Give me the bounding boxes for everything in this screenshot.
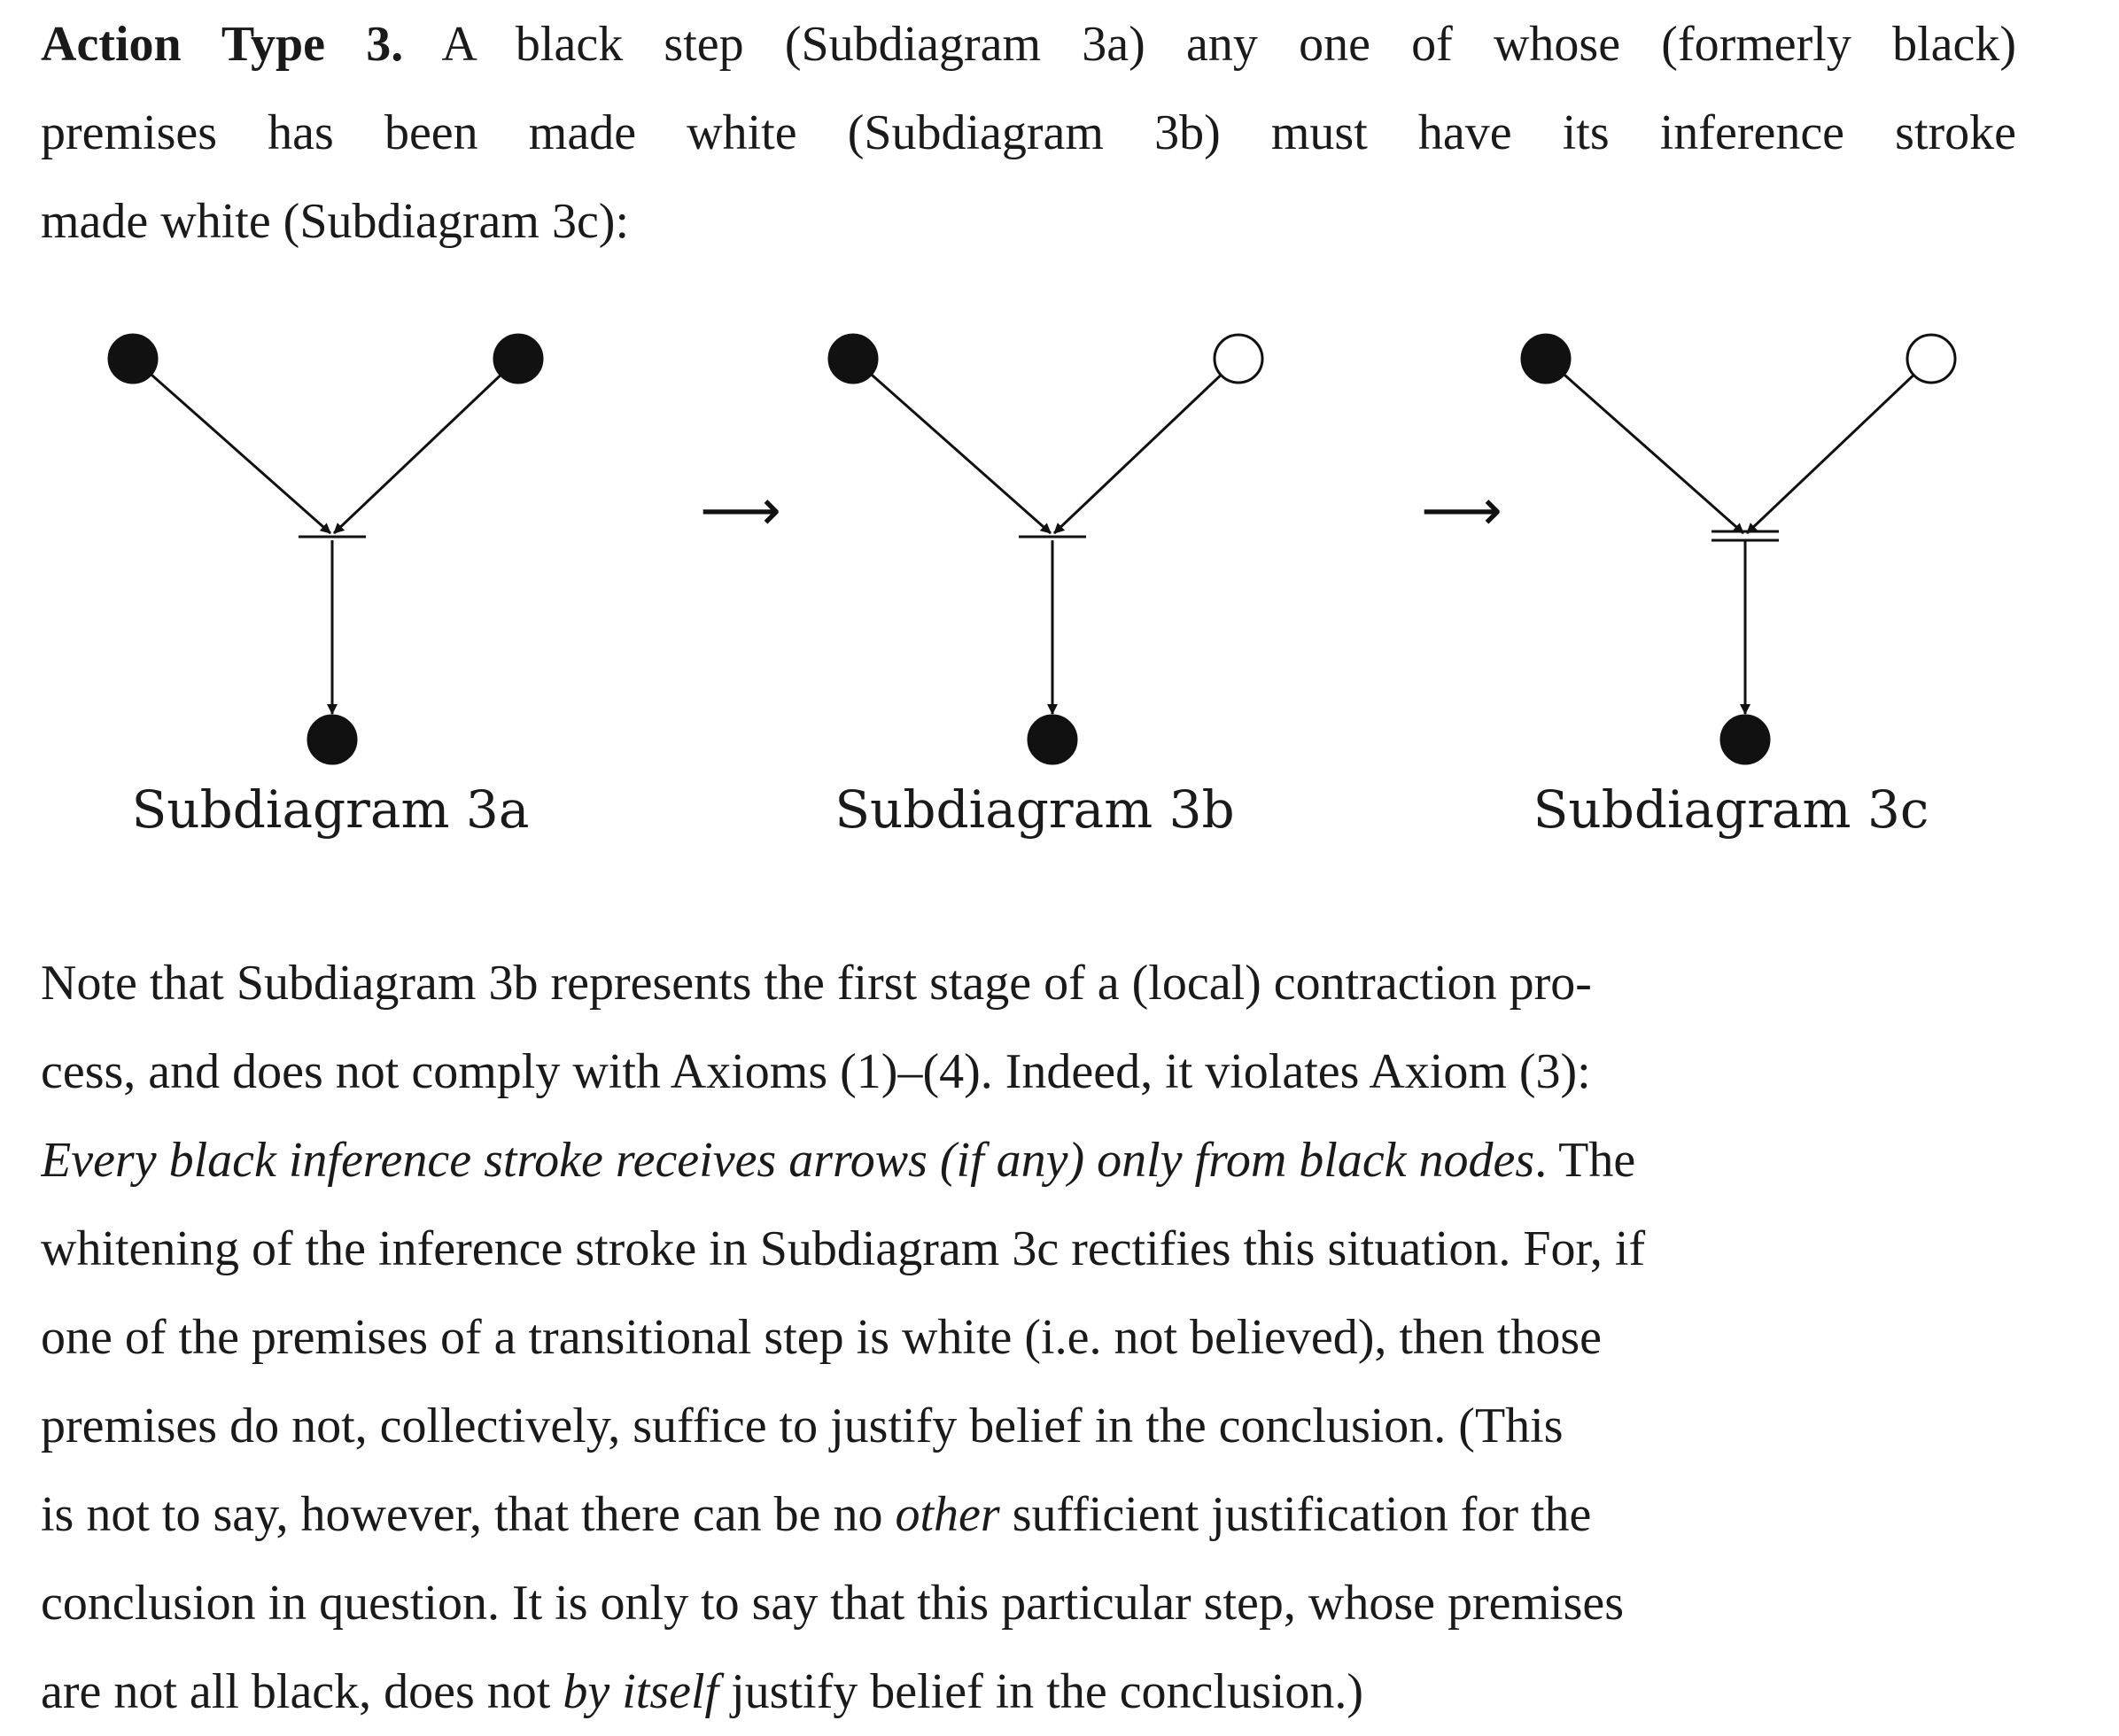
conclusion-node-3b bbox=[1027, 714, 1078, 765]
right-premise-node-3b bbox=[1213, 333, 1264, 384]
right-premise-arrow-3a bbox=[332, 374, 502, 535]
caption-3c: Subdiagram 3c bbox=[1533, 779, 1929, 840]
note-line-7: is not to say, however, that there can b… bbox=[41, 1487, 1592, 1542]
note-line-3: Every black inference stroke receives ar… bbox=[41, 1133, 1636, 1188]
intro-line-1: Action Type 3. A black step (Subdiagram … bbox=[41, 17, 2016, 72]
left-premise-node-3c bbox=[1520, 333, 1572, 384]
right-premise-arrow-3b bbox=[1052, 374, 1222, 535]
right-premise-node-3c bbox=[1906, 333, 1957, 384]
right-premise-node-3a bbox=[493, 333, 544, 384]
note-line-9: are not all black, does not by itself ju… bbox=[41, 1664, 1363, 1719]
note-line-8: conclusion in question. It is only to sa… bbox=[41, 1576, 1625, 1631]
conclusion-node-3c bbox=[1719, 714, 1771, 765]
left-premise-node-3a bbox=[107, 333, 159, 384]
transition-arrow-1: ⟶ bbox=[700, 478, 781, 544]
emphasis-by-itself: by itself bbox=[563, 1664, 719, 1719]
conclusion-node-3a bbox=[307, 714, 358, 765]
action-type-heading: Action Type 3. bbox=[41, 17, 404, 72]
caption-3b: Subdiagram 3b bbox=[834, 779, 1235, 840]
intro-line-2: premises has been made white (Subdiagram… bbox=[41, 105, 2016, 160]
note-line-1: Note that Subdiagram 3b represents the f… bbox=[41, 956, 1592, 1011]
left-premise-arrow-3a bbox=[150, 373, 331, 535]
left-premise-node-3b bbox=[827, 333, 879, 384]
emphasis-other: other bbox=[895, 1487, 1000, 1542]
transition-arrow-2: ⟶ bbox=[1421, 478, 1502, 544]
left-premise-arrow-3b bbox=[870, 373, 1052, 535]
caption-3a: Subdiagram 3a bbox=[131, 779, 530, 840]
right-premise-arrow-3c bbox=[1745, 374, 1915, 535]
note-line-2: cess, and does not comply with Axioms (1… bbox=[41, 1044, 1591, 1099]
intro-paragraph: Action Type 3. A black step (Subdiagram … bbox=[41, 0, 2016, 266]
intro-line-3: made white (Subdiagram 3c): bbox=[41, 194, 630, 249]
axiom-3-quote: Every black inference stroke receives ar… bbox=[41, 1133, 1535, 1188]
subdiagram-figure: ⟶ ⟶ bbox=[107, 333, 1957, 765]
note-line-5: one of the premises of a transitional st… bbox=[41, 1310, 1602, 1365]
left-premise-arrow-3c bbox=[1563, 373, 1744, 535]
note-paragraph: Note that Subdiagram 3b represents the f… bbox=[41, 939, 2016, 1736]
note-line-6: premises do not, collectively, suffice t… bbox=[41, 1399, 1564, 1453]
note-line-4: whitening of the inference stroke in Sub… bbox=[41, 1221, 1646, 1276]
